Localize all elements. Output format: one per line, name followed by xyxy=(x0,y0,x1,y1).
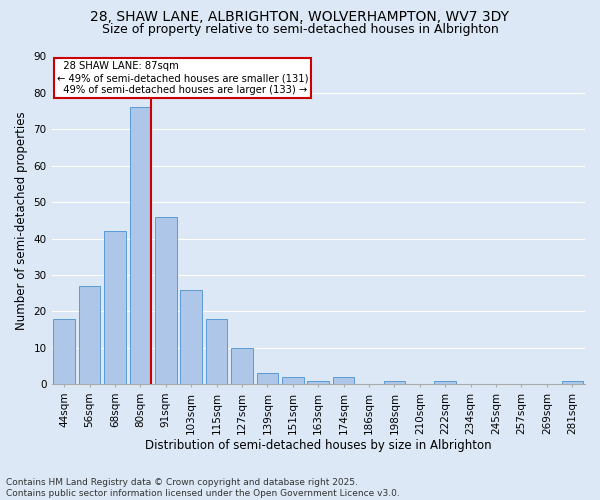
Text: 28 SHAW LANE: 87sqm
← 49% of semi-detached houses are smaller (131)
  49% of sem: 28 SHAW LANE: 87sqm ← 49% of semi-detach… xyxy=(57,62,308,94)
Bar xyxy=(155,216,176,384)
Bar xyxy=(231,348,253,384)
Bar xyxy=(333,377,355,384)
Bar xyxy=(104,232,126,384)
Bar xyxy=(130,108,151,384)
X-axis label: Distribution of semi-detached houses by size in Albrighton: Distribution of semi-detached houses by … xyxy=(145,440,491,452)
Bar xyxy=(562,380,583,384)
Text: 28, SHAW LANE, ALBRIGHTON, WOLVERHAMPTON, WV7 3DY: 28, SHAW LANE, ALBRIGHTON, WOLVERHAMPTON… xyxy=(91,10,509,24)
Bar xyxy=(307,380,329,384)
Y-axis label: Number of semi-detached properties: Number of semi-detached properties xyxy=(15,111,28,330)
Bar xyxy=(434,380,456,384)
Text: Size of property relative to semi-detached houses in Albrighton: Size of property relative to semi-detach… xyxy=(101,22,499,36)
Bar xyxy=(53,318,75,384)
Bar xyxy=(282,377,304,384)
Bar xyxy=(79,286,100,384)
Bar xyxy=(257,374,278,384)
Bar xyxy=(181,290,202,384)
Bar xyxy=(206,318,227,384)
Text: Contains HM Land Registry data © Crown copyright and database right 2025.
Contai: Contains HM Land Registry data © Crown c… xyxy=(6,478,400,498)
Bar xyxy=(383,380,405,384)
